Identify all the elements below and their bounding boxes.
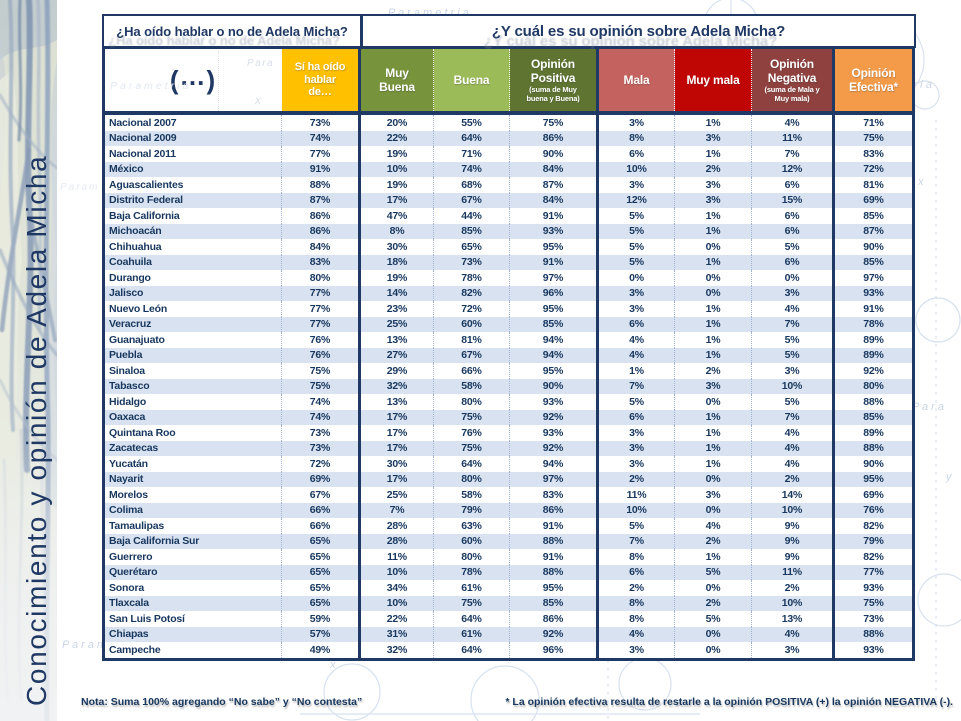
svg-text:r í a: r í a — [913, 79, 932, 91]
svg-text:x: x — [329, 659, 336, 671]
svg-text:x: x — [917, 176, 924, 188]
svg-text:y: y — [945, 471, 953, 483]
svg-text:P a r a: P a r a — [912, 401, 944, 413]
svg-text:z: z — [675, 697, 682, 709]
